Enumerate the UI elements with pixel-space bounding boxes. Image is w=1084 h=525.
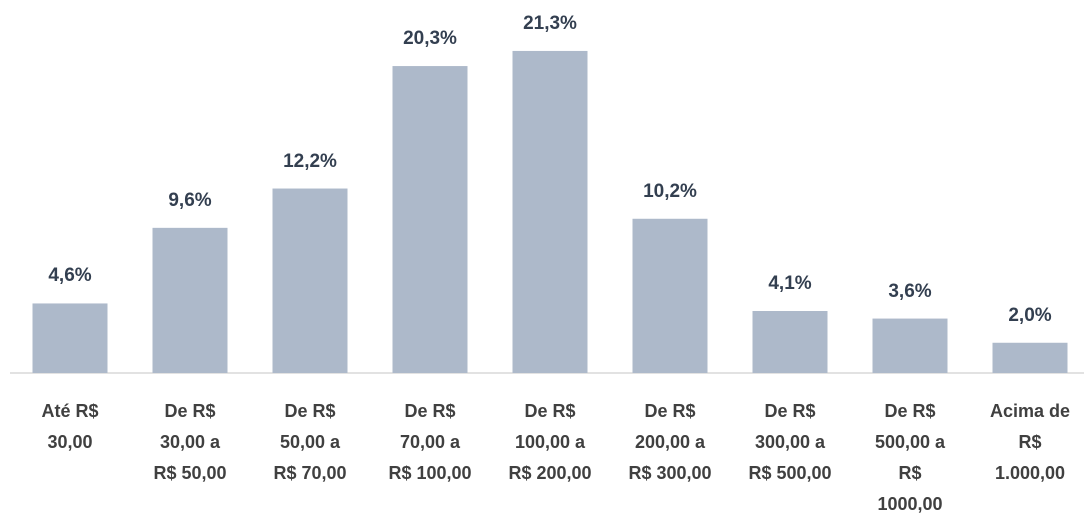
value-label: 4,6% (48, 265, 92, 287)
value-label: 12,2% (283, 150, 337, 172)
bar (632, 218, 708, 373)
x-tick-label: De R$ 100,00 a R$ 200,00 (508, 401, 592, 483)
bar (992, 342, 1068, 373)
value-label: 2,0% (1008, 304, 1052, 326)
x-tick-label: Acima de R$ 1.000,00 (989, 401, 1071, 483)
value-label: 10,2% (643, 180, 697, 202)
bar (752, 311, 828, 373)
value-label: 3,6% (888, 280, 932, 302)
x-tick-label: De R$ 30,00 a R$ 50,00 (153, 401, 227, 483)
bar (32, 303, 108, 373)
x-tick-label: Até R$ 30,00 (41, 401, 99, 452)
bar (272, 188, 348, 373)
x-tick-label: De R$ 300,00 a R$ 500,00 (748, 401, 832, 483)
bar (872, 318, 948, 373)
value-label: 21,3% (523, 12, 577, 34)
bar (392, 66, 468, 374)
bar (512, 50, 588, 373)
x-tick-label: De R$ 50,00 a R$ 70,00 (273, 401, 347, 483)
value-label: 9,6% (168, 189, 212, 211)
x-tick-label: De R$ 200,00 a R$ 300,00 (628, 401, 712, 483)
value-label: 20,3% (403, 28, 457, 50)
value-label: 4,1% (768, 273, 812, 294)
bar (152, 227, 228, 373)
x-tick-label: De R$ 500,00 a R$ 1000,00 (874, 401, 946, 514)
x-tick-label: De R$ 70,00 a R$ 100,00 (388, 401, 472, 483)
